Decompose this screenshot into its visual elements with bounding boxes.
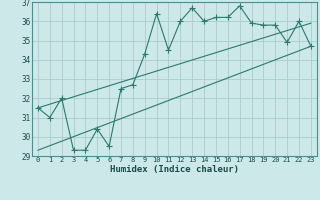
X-axis label: Humidex (Indice chaleur): Humidex (Indice chaleur): [110, 165, 239, 174]
